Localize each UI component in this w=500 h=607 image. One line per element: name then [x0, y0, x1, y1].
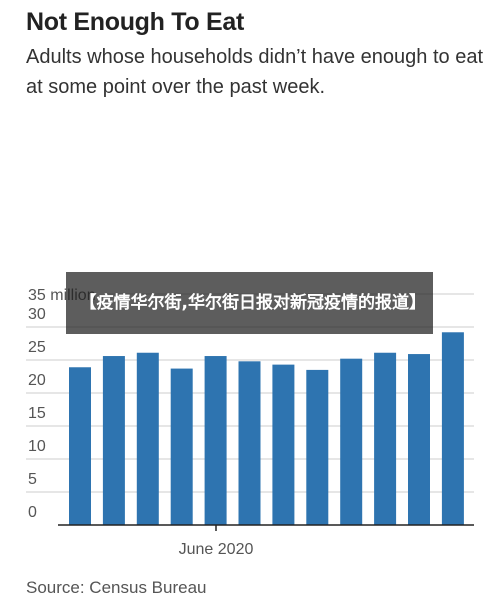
y-tick-label: 20 — [28, 372, 46, 389]
y-tick-label: 30 — [28, 306, 46, 323]
chart-title: Not Enough To Eat — [26, 8, 245, 36]
chart-subtitle: Adults whose households didn’t have enou… — [26, 46, 484, 98]
bar — [204, 356, 227, 525]
bars — [69, 332, 464, 525]
y-tick-label: 10 — [28, 438, 46, 455]
y-tick-label: 5 — [28, 471, 37, 488]
bar — [408, 354, 430, 525]
bar — [272, 364, 295, 525]
bar — [170, 368, 193, 525]
y-tick-label: 15 — [28, 405, 46, 422]
source-note: Source: Census Bureau — [26, 578, 207, 597]
bar — [238, 361, 261, 525]
bar — [441, 332, 464, 525]
bar — [102, 356, 125, 525]
caption-overlay: 【疫情华尔街,华尔街日报对新冠疫情的报道】 — [66, 272, 433, 334]
y-tick-label: 0 — [28, 504, 37, 521]
overlay-caption-text: 【疫情华尔街,华尔街日报对新冠疫情的报道】 — [79, 293, 426, 313]
bar — [306, 369, 329, 525]
y-tick-label: 25 — [28, 339, 46, 356]
bar — [69, 367, 91, 525]
bar — [374, 352, 397, 525]
bar — [136, 352, 159, 525]
bar — [340, 358, 363, 525]
x-tick-label: June 2020 — [179, 541, 254, 558]
